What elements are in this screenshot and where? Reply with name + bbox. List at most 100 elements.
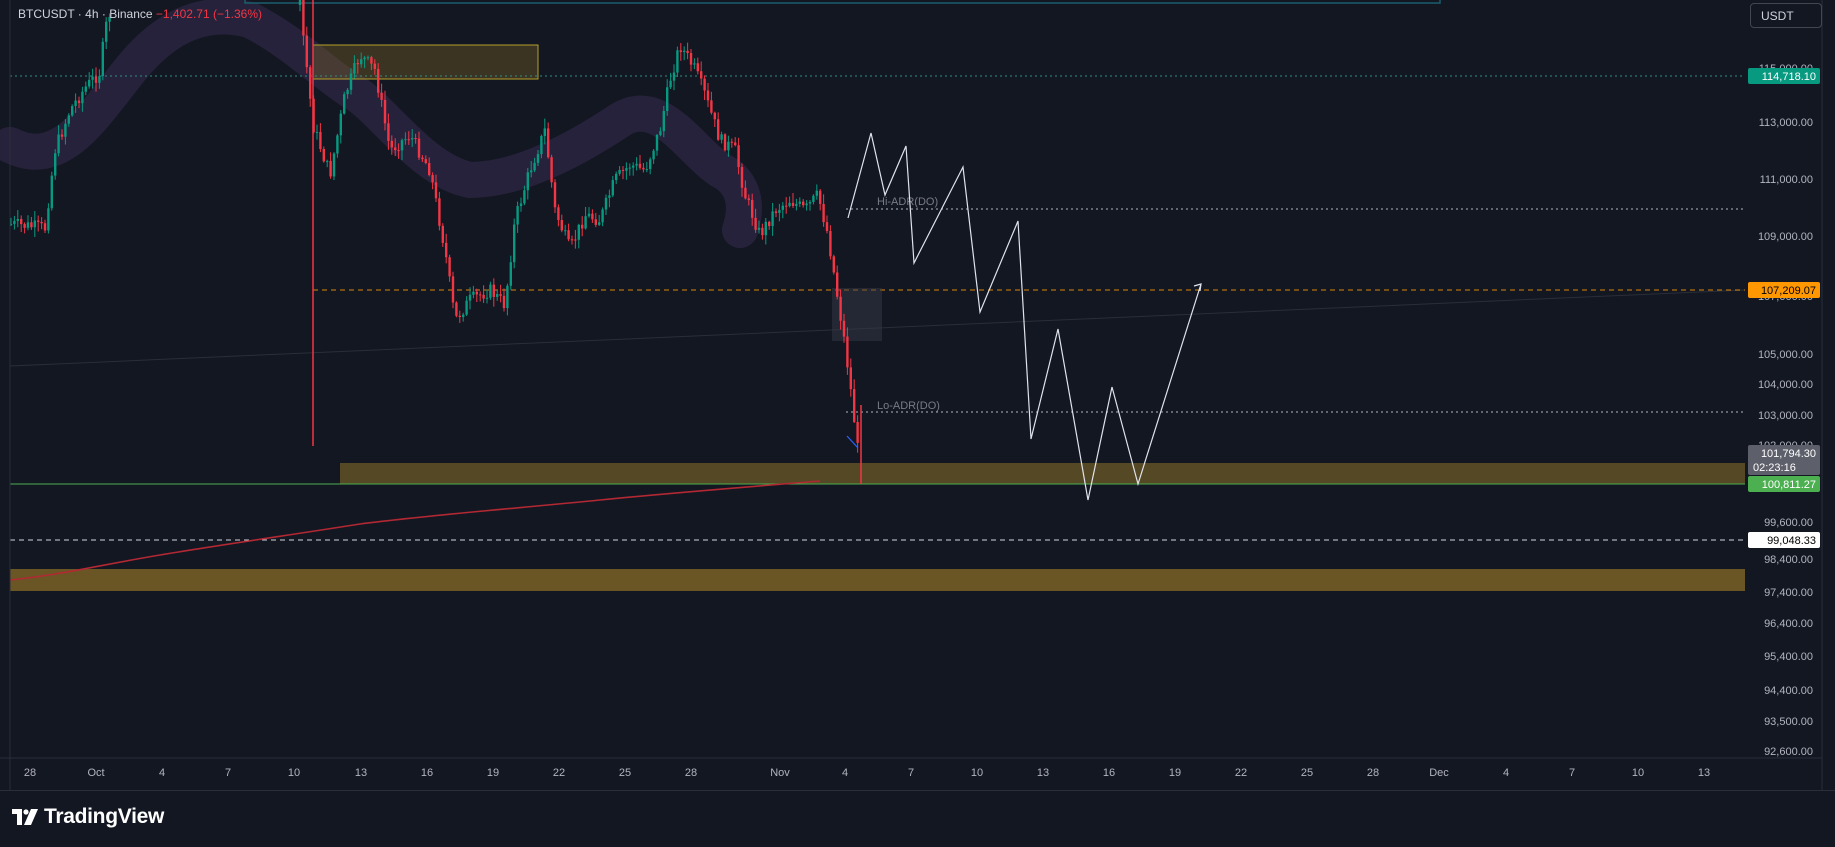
candle-body — [768, 221, 771, 226]
price-tick-label: 105,000.00 — [1758, 349, 1813, 361]
candle-body — [407, 139, 410, 141]
candle-body — [353, 63, 356, 74]
candle-body — [77, 100, 81, 104]
candle-body — [465, 300, 468, 315]
price-tick-label: 93,500.00 — [1764, 716, 1813, 728]
candle-body — [611, 180, 614, 196]
currency-button[interactable]: USDT — [1750, 3, 1822, 28]
candle-body — [57, 134, 60, 154]
candle-body — [560, 220, 563, 231]
candle-body — [71, 106, 74, 116]
candle-body — [567, 230, 570, 240]
candle-body — [513, 224, 516, 263]
candle-body — [533, 162, 536, 171]
candle-body — [683, 50, 686, 53]
candle-body — [717, 119, 720, 140]
time-tick-label: 28 — [24, 767, 36, 779]
price-label-text: 114,718.10 — [1762, 71, 1816, 83]
candle-body — [802, 201, 805, 206]
candle-body — [686, 50, 689, 54]
candle-body — [30, 222, 33, 228]
candle-body — [846, 336, 849, 368]
price-labels: 114,718.10 107,209.07 101,794.30 02:23:16 10… — [1748, 68, 1820, 548]
candle-body — [336, 135, 339, 154]
time-axis-ticks[interactable]: 28 Oct 4 7 10 13 16 19 22 25 28 Nov 4 7 10 13 16 19 22 25 28… — [24, 767, 1710, 779]
candle-body — [489, 284, 492, 298]
candle-body — [727, 141, 730, 151]
candle-body — [438, 198, 441, 226]
candle-body — [815, 190, 818, 196]
candle-body — [298, 0, 302, 5]
candle-body — [666, 87, 669, 111]
price-chart[interactable]: Hi-ADR(DO) Lo-ADR(DO) 115,000.00113,000.… — [0, 0, 1835, 790]
candle-body — [377, 68, 380, 93]
candle-body — [788, 202, 791, 207]
candle-body — [339, 113, 342, 136]
candle-body — [536, 154, 540, 163]
time-tick-label: 7 — [225, 767, 231, 779]
candle-body — [526, 172, 529, 191]
candle-body — [105, 21, 108, 42]
candle-body — [322, 149, 325, 162]
candle-body — [479, 294, 482, 296]
candle-body — [475, 291, 478, 295]
candle-body — [400, 140, 404, 151]
candle-body — [795, 203, 798, 207]
candle-body — [20, 218, 23, 225]
time-tick-label: 19 — [1169, 767, 1181, 779]
candle-body — [628, 167, 631, 169]
candle-body — [587, 213, 591, 217]
candle-body — [387, 123, 390, 141]
candle-body — [842, 320, 846, 337]
price-label-text: 100,811.27 — [1762, 479, 1816, 491]
candle-body — [696, 63, 699, 72]
price-label-box — [1748, 476, 1820, 492]
candle-body — [669, 80, 672, 88]
candle-body — [713, 112, 716, 120]
candle-body — [343, 94, 346, 114]
candle-body — [67, 115, 70, 124]
time-tick-label: 25 — [1301, 767, 1313, 779]
candle-countdown: 02:23:16 — [1753, 462, 1796, 474]
candle-body — [740, 167, 744, 188]
candle-body — [720, 134, 723, 140]
time-tick-label: 10 — [288, 767, 300, 779]
price-tick-label: 103,000.00 — [1758, 410, 1813, 422]
price-tick-label: 111,000.00 — [1760, 174, 1813, 186]
candle-body — [40, 221, 43, 224]
candle-body — [744, 187, 747, 199]
candle-body — [577, 224, 580, 240]
time-tick-label: 13 — [355, 767, 367, 779]
demand-zone-upper — [340, 463, 1745, 484]
blue-arrow — [846, 435, 859, 449]
symbol-name[interactable]: BTCUSDT — [18, 7, 75, 21]
candle-body — [710, 100, 713, 113]
candle-body — [366, 57, 370, 59]
candle-body — [346, 89, 349, 95]
candle-body — [604, 197, 608, 210]
candle-body — [319, 131, 322, 150]
candle-body — [23, 224, 26, 228]
price-tick-label: 97,400.00 — [1764, 587, 1813, 599]
candle-body — [458, 315, 461, 317]
price-label-box — [1748, 445, 1820, 475]
interval[interactable]: 4h — [85, 7, 99, 21]
candle-body — [757, 227, 761, 230]
candle-body — [679, 50, 682, 53]
tradingview-logo[interactable]: TradingView — [12, 805, 164, 829]
candle-body — [737, 145, 740, 168]
exchange: Binance — [109, 7, 153, 21]
candle-body — [98, 76, 101, 83]
candle-body — [689, 53, 693, 65]
candle-body — [557, 207, 560, 221]
footer-bar: TradingView — [0, 790, 1835, 847]
symbol-header: BTCUSDT · 4h · Binance −1,402.71 (−1.36%… — [18, 7, 262, 21]
candle-body — [632, 165, 635, 168]
candle-body — [791, 202, 795, 207]
candle-body — [584, 216, 587, 229]
candle-body — [445, 242, 448, 258]
candle-body — [774, 211, 778, 213]
price-axis[interactable] — [1745, 0, 1835, 790]
candle-body — [424, 159, 427, 164]
time-tick-label: Oct — [87, 767, 104, 779]
